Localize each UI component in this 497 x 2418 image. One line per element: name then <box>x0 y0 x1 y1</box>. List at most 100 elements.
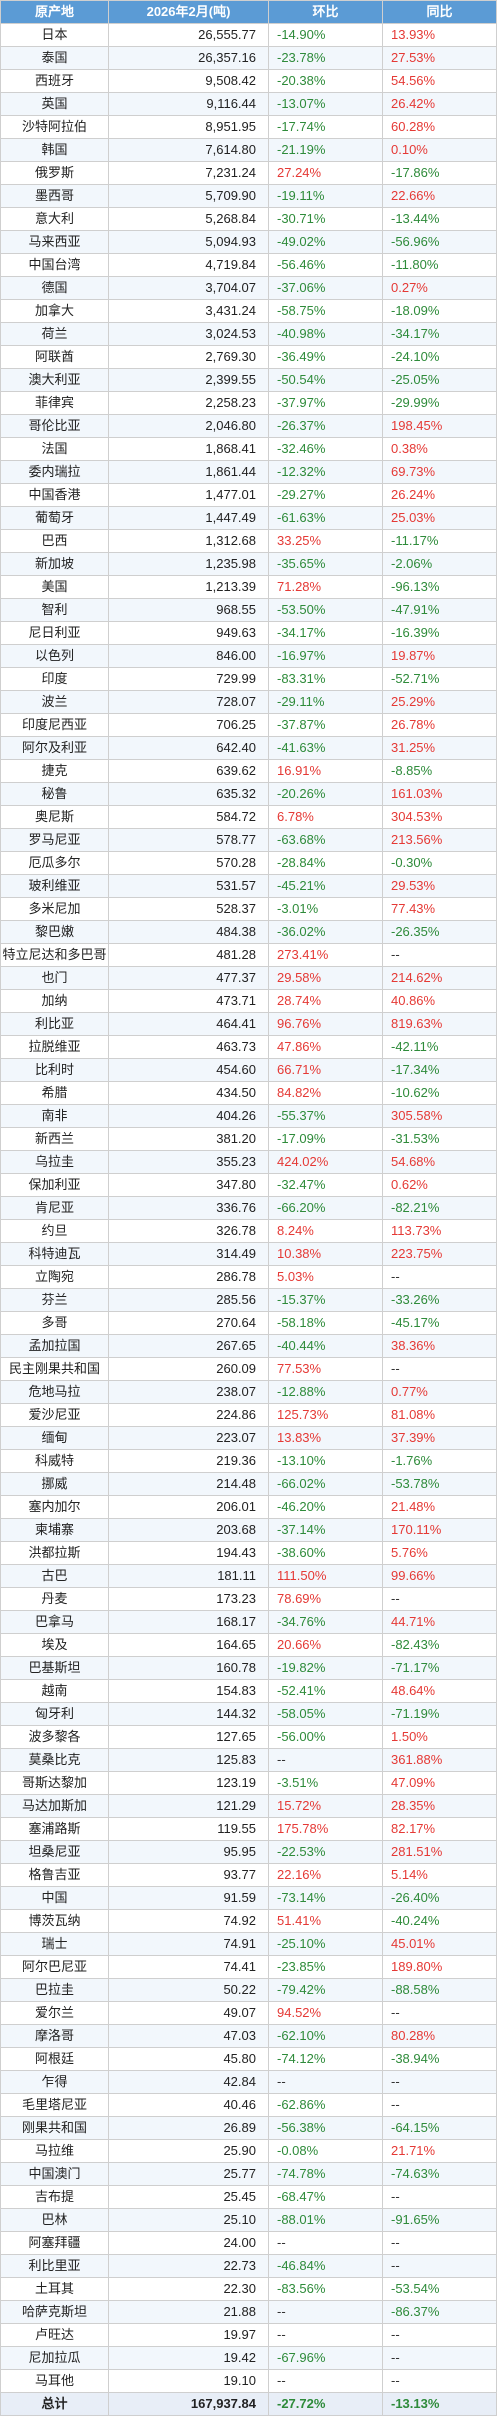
table-row: 委内瑞拉 1,861.44 -12.32% 69.73% <box>0 460 497 484</box>
table-row: 民主刚果共和国 260.09 77.53% -- <box>0 1357 497 1381</box>
amount-cell: 728.07 <box>108 690 269 714</box>
table-header-row: 原产地 2026年2月(吨) 环比 同比 <box>0 0 497 24</box>
mom-cell: -17.74% <box>268 115 383 139</box>
amount-cell: 1,213.39 <box>108 575 269 599</box>
origin-cell: 格鲁吉亚 <box>0 1863 109 1887</box>
amount-cell: 74.91 <box>108 1932 269 1956</box>
amount-cell: 9,508.42 <box>108 69 269 93</box>
table-row: 葡萄牙 1,447.49 -61.63% 25.03% <box>0 506 497 530</box>
origin-cell: 澳大利亚 <box>0 368 109 392</box>
table-row: 阿联酋 2,769.30 -36.49% -24.10% <box>0 345 497 369</box>
amount-cell: 214.48 <box>108 1472 269 1496</box>
origin-cell: 缅甸 <box>0 1426 109 1450</box>
amount-cell: 528.37 <box>108 897 269 921</box>
origin-cell: 希腊 <box>0 1081 109 1105</box>
amount-cell: 5,094.93 <box>108 230 269 254</box>
mom-cell: -56.38% <box>268 2116 383 2140</box>
mom-cell: -32.46% <box>268 437 383 461</box>
mom-cell: -40.44% <box>268 1334 383 1358</box>
table-row: 马耳他 19.10 -- -- <box>0 2369 497 2393</box>
amount-cell: 164.65 <box>108 1633 269 1657</box>
amount-cell: 173.23 <box>108 1587 269 1611</box>
origin-cell: 意大利 <box>0 207 109 231</box>
origin-cell: 尼加拉瓜 <box>0 2346 109 2370</box>
mom-cell: -- <box>268 2300 383 2324</box>
yoy-cell: -- <box>382 2369 497 2393</box>
table-row: 毛里塔尼亚 40.46 -62.86% -- <box>0 2093 497 2117</box>
amount-cell: 336.76 <box>108 1196 269 1220</box>
mom-cell: -28.84% <box>268 851 383 875</box>
amount-cell: 1,868.41 <box>108 437 269 461</box>
mom-cell: -13.07% <box>268 92 383 116</box>
mom-cell: 28.74% <box>268 989 383 1013</box>
yoy-cell: 0.10% <box>382 138 497 162</box>
origin-cell: 摩洛哥 <box>0 2024 109 2048</box>
header-amount: 2026年2月(吨) <box>108 0 269 24</box>
yoy-cell: 0.38% <box>382 437 497 461</box>
origin-cell: 洪都拉斯 <box>0 1541 109 1565</box>
table-row: 特立尼达和多巴哥 481.28 273.41% -- <box>0 943 497 967</box>
mom-cell: -83.56% <box>268 2277 383 2301</box>
mom-cell: -53.50% <box>268 598 383 622</box>
origin-cell: 尼日利亚 <box>0 621 109 645</box>
mom-cell: -56.46% <box>268 253 383 277</box>
origin-cell: 南非 <box>0 1104 109 1128</box>
mom-cell: 20.66% <box>268 1633 383 1657</box>
amount-cell: 1,861.44 <box>108 460 269 484</box>
origin-cell: 黎巴嫩 <box>0 920 109 944</box>
amount-cell: 45.80 <box>108 2047 269 2071</box>
yoy-cell: -- <box>382 2001 497 2025</box>
mom-cell: -37.97% <box>268 391 383 415</box>
table-row: 科特迪瓦 314.49 10.38% 223.75% <box>0 1242 497 1266</box>
amount-cell: 19.42 <box>108 2346 269 2370</box>
yoy-cell: -- <box>382 2185 497 2209</box>
yoy-cell: -13.44% <box>382 207 497 231</box>
mom-cell: -- <box>268 2231 383 2255</box>
header-yoy: 同比 <box>382 0 497 24</box>
amount-cell: 8,951.95 <box>108 115 269 139</box>
yoy-cell: -29.99% <box>382 391 497 415</box>
amount-cell: 484.38 <box>108 920 269 944</box>
amount-cell: 127.65 <box>108 1725 269 1749</box>
table-row: 加拿大 3,431.24 -58.75% -18.09% <box>0 299 497 323</box>
table-row: 马来西亚 5,094.93 -49.02% -56.96% <box>0 230 497 254</box>
origin-cell: 法国 <box>0 437 109 461</box>
amount-cell: 1,235.98 <box>108 552 269 576</box>
yoy-cell: 54.56% <box>382 69 497 93</box>
mom-cell: 10.38% <box>268 1242 383 1266</box>
origin-cell: 巴拉圭 <box>0 1978 109 2002</box>
origin-cell: 印度尼西亚 <box>0 713 109 737</box>
mom-cell: -26.37% <box>268 414 383 438</box>
mom-cell: -50.54% <box>268 368 383 392</box>
origin-cell: 利比亚 <box>0 1012 109 1036</box>
amount-cell: 846.00 <box>108 644 269 668</box>
table-row: 智利 968.55 -53.50% -47.91% <box>0 598 497 622</box>
yoy-cell: 304.53% <box>382 805 497 829</box>
table-row: 孟加拉国 267.65 -40.44% 38.36% <box>0 1334 497 1358</box>
amount-cell: 49.07 <box>108 2001 269 2025</box>
origin-cell: 特立尼达和多巴哥 <box>0 943 109 967</box>
amount-cell: 21.88 <box>108 2300 269 2324</box>
table-row: 菲律宾 2,258.23 -37.97% -29.99% <box>0 391 497 415</box>
mom-cell: -46.20% <box>268 1495 383 1519</box>
yoy-cell: -33.26% <box>382 1288 497 1312</box>
amount-cell: 25.90 <box>108 2139 269 2163</box>
mom-cell: -37.87% <box>268 713 383 737</box>
yoy-cell: 69.73% <box>382 460 497 484</box>
yoy-cell: 37.39% <box>382 1426 497 1450</box>
yoy-cell: 81.08% <box>382 1403 497 1427</box>
origin-cell: 保加利亚 <box>0 1173 109 1197</box>
yoy-cell: -31.53% <box>382 1127 497 1151</box>
yoy-cell: 26.78% <box>382 713 497 737</box>
table-row: 摩洛哥 47.03 -62.10% 80.28% <box>0 2024 497 2048</box>
amount-cell: 2,399.55 <box>108 368 269 392</box>
yoy-cell: -40.24% <box>382 1909 497 1933</box>
mom-cell: -20.38% <box>268 69 383 93</box>
mom-cell: -67.96% <box>268 2346 383 2370</box>
table-row: 哈萨克斯坦 21.88 -- -86.37% <box>0 2300 497 2324</box>
yoy-cell: -- <box>382 2070 497 2094</box>
mom-cell: 424.02% <box>268 1150 383 1174</box>
table-row: 巴西 1,312.68 33.25% -11.17% <box>0 529 497 553</box>
origin-cell: 俄罗斯 <box>0 161 109 185</box>
yoy-cell: -- <box>382 2254 497 2278</box>
